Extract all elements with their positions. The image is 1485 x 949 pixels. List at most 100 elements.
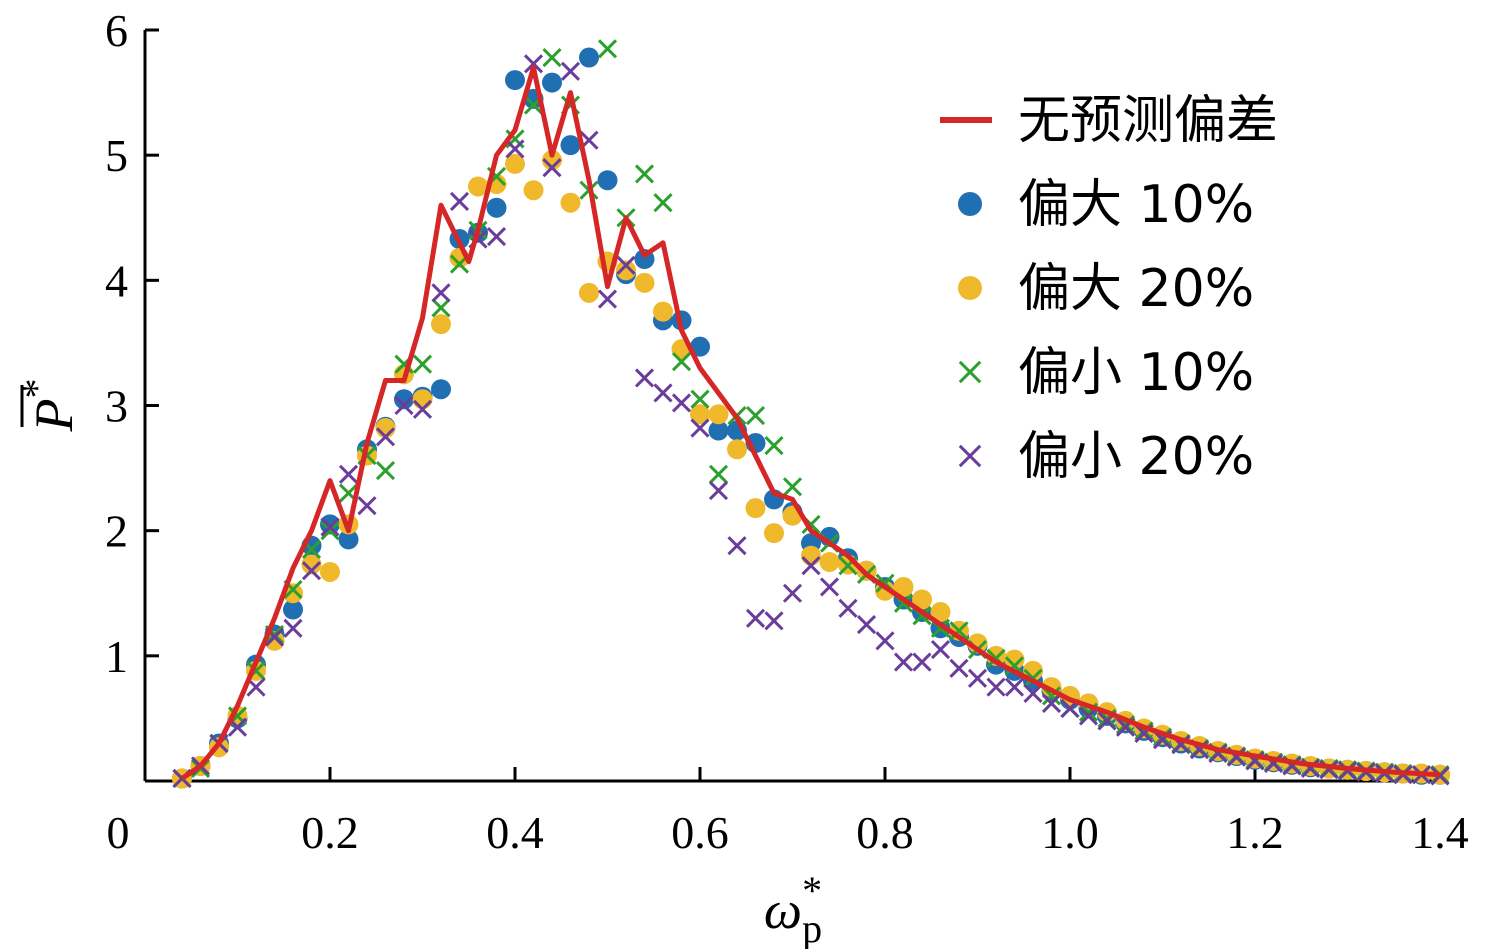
data-point [671,393,692,413]
data-point [958,192,982,216]
data-point [967,668,988,688]
data-point [801,545,821,566]
data-point [708,464,729,484]
plot-series [172,39,1450,789]
data-point [893,576,914,597]
data-point [727,536,747,556]
data-point [782,583,803,603]
series-0 [180,65,1441,781]
data-point [671,352,692,372]
axis-ticks [145,28,1442,781]
data-point [958,276,982,300]
data-point [1430,766,1450,786]
y-tick-label: 4 [105,255,128,306]
legend-swatch [958,360,982,384]
data-point [875,631,895,651]
data-point [505,139,525,159]
legend-swatch [958,276,982,300]
data-point [597,39,618,59]
data-point [560,192,581,213]
data-point [542,150,562,171]
y-tick-label: 1 [105,631,128,682]
data-point [486,197,507,218]
data-point [431,298,451,318]
legend-label: 偏大 10% [1018,175,1254,235]
legend-label: 偏小 10% [1018,343,1254,403]
data-point [690,389,710,409]
data-point [375,461,396,481]
legend-item: 偏小 10% [958,343,1254,403]
data-point [338,464,359,484]
x-tick-label: 1.0 [1041,807,1099,858]
data-point [394,395,414,416]
data-point [727,439,747,460]
data-point [283,618,303,638]
data-point [597,170,618,191]
data-point [949,621,969,641]
data-point [958,360,982,384]
x-axis-title: ωp* [764,868,822,949]
data-point [523,54,544,74]
data-point [449,191,470,212]
y-tick-label: 6 [105,5,128,56]
data-point [838,598,858,618]
y-tick-label: 3 [105,381,128,432]
data-point [986,677,1006,697]
data-point [357,496,377,516]
data-point [634,272,655,293]
data-point [468,176,488,197]
data-point [930,602,951,623]
x-tick-label: 1.4 [1411,807,1469,858]
series-3 [172,39,1450,789]
data-point [764,523,784,544]
data-point [708,481,729,501]
data-point [819,551,840,572]
legend-item: 偏小 20% [958,427,1254,487]
legend-swatch [958,192,982,216]
data-point [616,255,636,275]
data-point [320,514,340,535]
data-point [745,405,766,426]
data-point [616,260,636,281]
legend-item: 偏大 10% [958,175,1254,235]
data-point [745,608,766,628]
data-point [431,283,451,303]
data-point [523,180,544,201]
data-point [690,404,710,425]
data-point [320,561,340,582]
data-point [505,153,525,174]
data-point [412,354,433,374]
data-point [1041,693,1062,713]
data-point [1023,683,1043,703]
legend-label: 偏大 20% [1018,259,1254,319]
data-point [1004,677,1025,697]
y-axis-title: P* [14,379,84,433]
data-point [764,435,784,456]
series-4 [172,54,1450,789]
data-point [542,47,562,68]
legend-label: 无预测偏差 [1018,91,1278,151]
data-point [320,517,340,537]
data-point [431,314,451,335]
data-point [301,554,322,575]
data-point [597,289,618,309]
x-tick-label: 0.2 [301,807,359,858]
data-point [930,640,951,660]
data-point [634,164,655,184]
data-point [690,336,710,357]
data-point [412,389,433,410]
data-point [949,658,969,678]
data-point [782,477,803,497]
data-point [912,589,932,610]
data-point [708,420,729,441]
data-point [856,614,877,635]
data-point [301,561,322,581]
data-point [579,282,599,303]
data-point [653,383,673,403]
legend-item: 偏大 20% [958,259,1254,319]
legend-item: 无预测偏差 [940,91,1278,151]
svg-text:P*: P* [14,379,84,433]
data-point [338,529,359,550]
series-1 [172,47,1450,789]
data-point [1004,649,1025,670]
